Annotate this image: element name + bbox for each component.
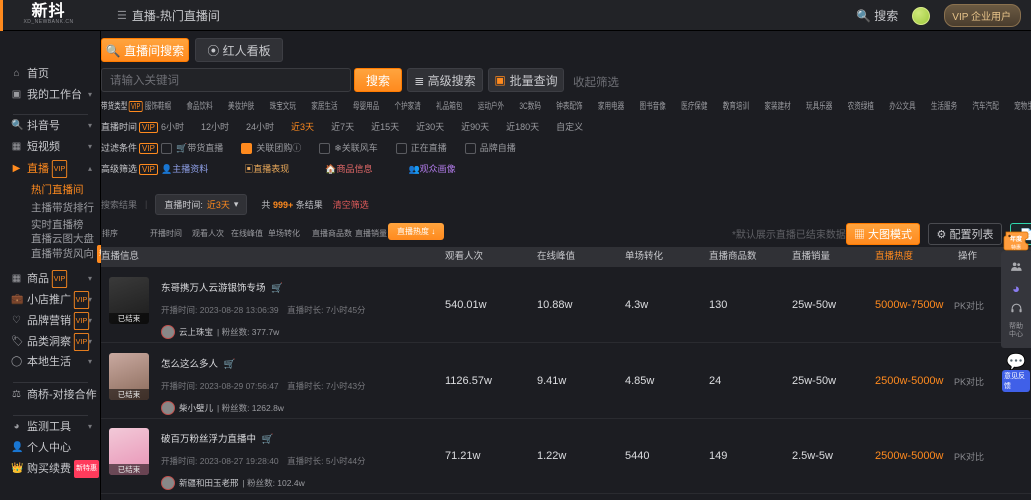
svg-text:年度: 年度 — [1010, 235, 1023, 243]
svg-text:特惠: 特惠 — [1011, 244, 1021, 251]
